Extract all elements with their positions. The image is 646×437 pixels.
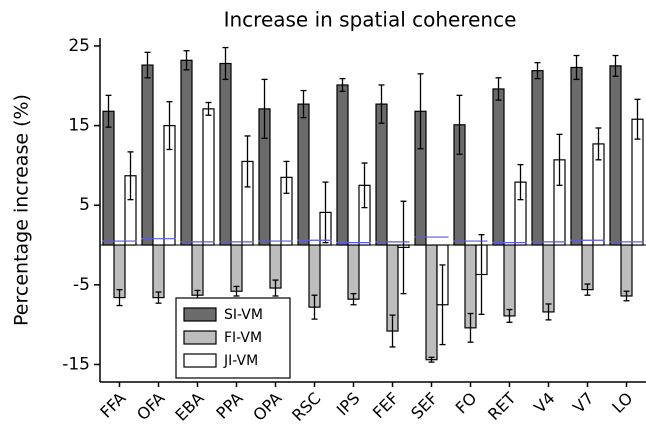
error-bar bbox=[573, 54, 580, 81]
x-tick-label: V7 bbox=[569, 389, 597, 417]
error-bar bbox=[283, 160, 290, 194]
error-bar bbox=[105, 94, 112, 128]
error-bar bbox=[155, 291, 162, 304]
bar bbox=[570, 66, 583, 246]
x-tick-label: RSC bbox=[288, 389, 324, 425]
x-tick-label: SEF bbox=[407, 389, 441, 423]
bar bbox=[581, 244, 594, 291]
bar bbox=[425, 244, 438, 361]
bar bbox=[347, 244, 360, 300]
y-tick-label: -5 bbox=[73, 275, 90, 295]
error-bar bbox=[127, 151, 134, 201]
bar bbox=[141, 64, 154, 246]
y-tick-label: -15 bbox=[62, 354, 90, 374]
x-tick-label: FO bbox=[452, 389, 481, 418]
error-bar bbox=[428, 356, 435, 363]
error-bar bbox=[478, 234, 485, 315]
chart-title: Increase in spatial coherence bbox=[224, 8, 517, 32]
x-tick-label: V4 bbox=[530, 389, 558, 417]
y-tick-label: 5 bbox=[79, 195, 90, 215]
bar bbox=[503, 244, 516, 317]
bar bbox=[102, 110, 115, 246]
x-tick-label: OPA bbox=[249, 389, 285, 425]
x-tick-label: EBA bbox=[171, 389, 207, 425]
bar bbox=[375, 103, 388, 246]
y-tick-label: 25 bbox=[68, 36, 90, 56]
bar bbox=[297, 103, 310, 246]
error-bar bbox=[205, 101, 212, 116]
error-bar bbox=[261, 78, 268, 139]
bar bbox=[609, 65, 622, 246]
error-bar bbox=[467, 312, 474, 343]
error-bar bbox=[517, 163, 524, 201]
x-tick-label: IPS bbox=[333, 389, 364, 420]
error-bar bbox=[595, 127, 602, 161]
bar bbox=[620, 244, 633, 297]
error-bar bbox=[300, 89, 307, 119]
error-bar bbox=[495, 77, 502, 101]
error-bar bbox=[272, 279, 279, 297]
error-bar bbox=[183, 50, 190, 71]
error-bar bbox=[400, 200, 407, 295]
error-bar bbox=[144, 51, 151, 79]
x-tick-label: PPA bbox=[212, 389, 246, 423]
x-tick-label: RET bbox=[484, 388, 520, 424]
error-bar bbox=[545, 303, 552, 321]
error-bar bbox=[389, 314, 396, 348]
bar bbox=[180, 59, 193, 246]
error-bar bbox=[612, 54, 619, 77]
error-bar bbox=[534, 62, 541, 80]
error-bar bbox=[378, 84, 385, 124]
legend-label: JI-VM bbox=[223, 353, 258, 369]
error-bar bbox=[361, 162, 368, 209]
error-bar bbox=[439, 264, 446, 346]
x-tick-label: LO bbox=[608, 389, 636, 417]
error-bar bbox=[222, 46, 229, 81]
error-bar bbox=[166, 101, 173, 151]
bar bbox=[492, 88, 505, 246]
error-bar bbox=[556, 133, 563, 186]
bar bbox=[230, 244, 243, 292]
x-tick-label: FEF bbox=[369, 389, 403, 423]
error-bar bbox=[623, 290, 630, 302]
error-bar bbox=[339, 77, 346, 93]
error-bar bbox=[233, 285, 240, 297]
error-bar bbox=[244, 135, 251, 188]
bar bbox=[191, 244, 204, 296]
y-tick-label: 15 bbox=[68, 116, 90, 136]
y-axis-label: Percentage increase (%) bbox=[11, 94, 33, 326]
bar bbox=[152, 244, 165, 299]
error-bar bbox=[506, 308, 513, 323]
legend-swatch bbox=[183, 307, 217, 322]
legend-swatch bbox=[183, 353, 217, 368]
bar bbox=[219, 62, 232, 246]
error-bar bbox=[584, 283, 591, 296]
error-bar bbox=[417, 73, 424, 150]
error-bar bbox=[116, 288, 123, 307]
bar bbox=[336, 84, 349, 246]
legend-label: FI-VM bbox=[224, 330, 262, 346]
bar bbox=[202, 108, 215, 246]
legend-swatch bbox=[183, 330, 217, 345]
bar bbox=[542, 244, 555, 313]
x-tick-label: FFA bbox=[96, 389, 129, 422]
legend-label: SI-VM bbox=[224, 307, 263, 323]
x-tick-label: OFA bbox=[133, 389, 169, 425]
error-bar bbox=[350, 292, 357, 306]
error-bar bbox=[322, 181, 329, 244]
bar bbox=[531, 70, 544, 246]
error-bar bbox=[634, 98, 641, 140]
error-bar bbox=[311, 294, 318, 320]
error-bar bbox=[456, 94, 463, 155]
